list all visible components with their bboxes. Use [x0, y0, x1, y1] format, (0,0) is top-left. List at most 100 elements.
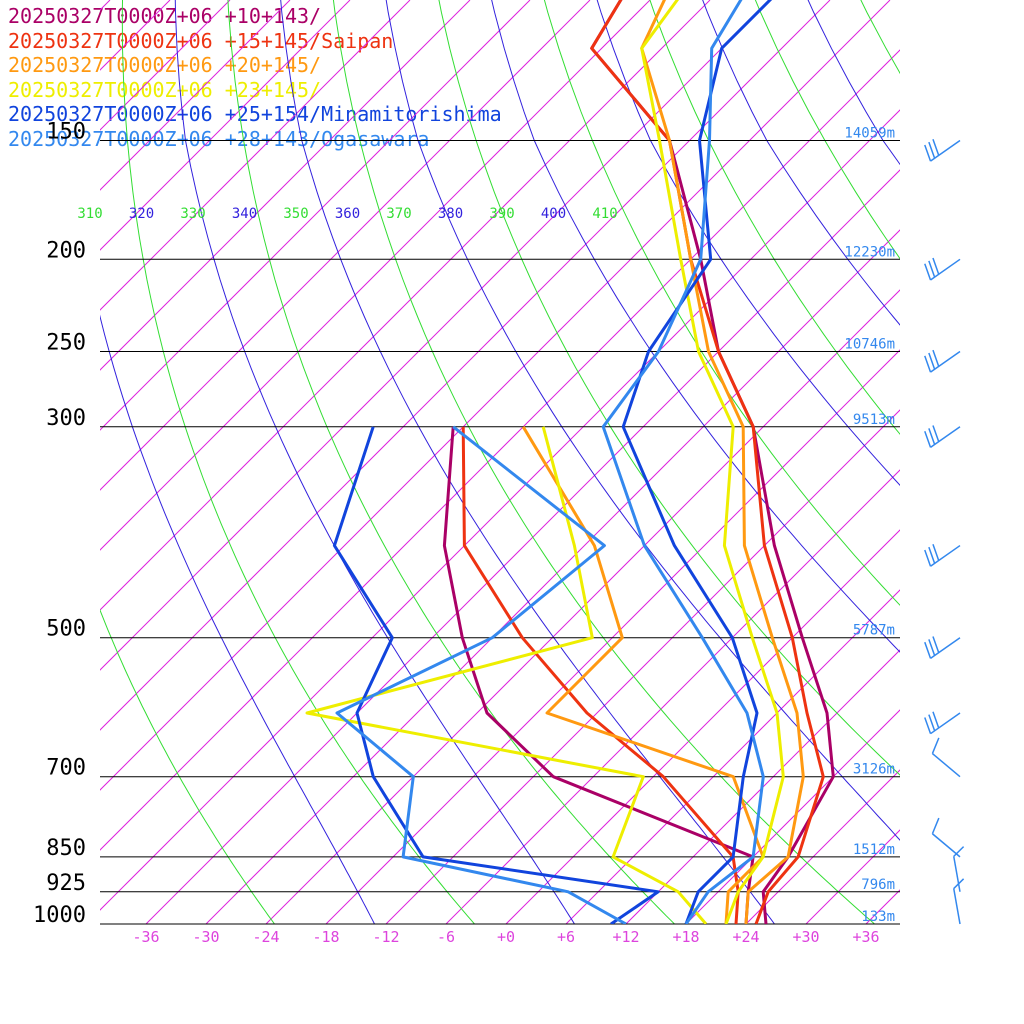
wind-barb	[953, 878, 965, 925]
dry-adiabat-line	[949, 0, 1024, 924]
legend-item: 20250327T0000Z+06 +10+143/	[8, 4, 322, 28]
wind-barb	[924, 711, 961, 735]
axis-labels: 10016481m15014059m20012230m25010746m3009…	[33, 119, 895, 946]
height-label: 9513m	[853, 412, 895, 428]
dry-adiabat-line	[438, 0, 900, 776]
temperature-tick-label: -18	[312, 928, 339, 946]
isotherm-line	[986, 0, 1024, 924]
dewpoint-line	[305, 426, 708, 924]
isotherm-line	[100, 0, 411, 311]
moist-adiabat-line	[100, 314, 375, 924]
wind-barb-feather	[928, 714, 936, 732]
wind-barb-staff	[930, 712, 961, 735]
wind-barb-feather	[953, 878, 965, 890]
legend-item: 20250327T0000Z+06 +15+145/Saipan	[8, 28, 394, 53]
isotherm-line	[0, 0, 50, 924]
dewpoint-line	[332, 426, 660, 924]
temperature-tick-label: -6	[437, 928, 455, 946]
dewpoint-line	[461, 426, 740, 924]
wind-barb-feather	[953, 846, 965, 857]
isotherm-line	[265, 289, 900, 924]
legend-item: 20250327T0000Z+06 +28+143/Ogasawara	[8, 126, 430, 151]
wind-barb-feather	[928, 639, 936, 656]
wind-barb-feather	[928, 546, 936, 564]
wind-barb-staff	[930, 426, 961, 449]
wind-barbs	[924, 138, 965, 925]
wind-barb-feather	[924, 717, 932, 734]
isotherm-line	[100, 109, 900, 911]
isotherm-line	[145, 169, 900, 924]
temperature-tick-label: -24	[252, 928, 279, 946]
wind-barb-feather	[931, 817, 940, 835]
isotherm-line	[926, 0, 1024, 924]
moist-adiabat-line	[596, 0, 900, 486]
dewpoint-line	[442, 426, 755, 924]
isotherm-line	[100, 0, 531, 431]
isotherm-line	[100, 0, 351, 251]
temperature-line	[640, 0, 785, 924]
temperature-tick-label: +12	[612, 928, 639, 946]
legend: 20250327T0000Z+06 +10+143/ 20250327T0000…	[8, 4, 502, 152]
temperature-tick-label: +6	[557, 928, 575, 946]
wind-barb-feather	[924, 144, 932, 162]
height-label: 133m	[861, 909, 895, 925]
wind-barb	[924, 257, 961, 281]
wind-barb-staff	[930, 350, 961, 373]
isotherm-line	[205, 229, 900, 924]
dry-adiabat-line	[100, 608, 275, 924]
wind-barb	[924, 544, 961, 567]
dry-adiabat-line	[649, 0, 900, 435]
moist-adiabat-line	[904, 0, 1024, 924]
temperature-line	[640, 0, 805, 924]
temperature-tick-label: +18	[672, 928, 699, 946]
isotherm-line	[100, 0, 651, 551]
height-label: 14059m	[844, 125, 895, 141]
theta-label: 390	[489, 206, 514, 222]
pressure-label: 500	[46, 617, 86, 642]
moist-adiabat-line	[280, 0, 775, 924]
isotherm-line	[505, 529, 900, 924]
wind-barb	[931, 737, 961, 778]
isotherm-line	[100, 0, 591, 491]
isotherm-line	[565, 589, 900, 924]
wind-barb-staff	[930, 544, 961, 567]
height-label: 3126m	[853, 762, 895, 778]
pressure-label: 850	[46, 836, 86, 861]
theta-label: 380	[438, 206, 463, 222]
wind-barb-staff	[931, 752, 961, 778]
wind-barb-feather	[928, 141, 936, 159]
isotherm-line	[100, 0, 471, 371]
isotherm-line	[100, 0, 831, 731]
theta-label: 400	[541, 206, 566, 222]
wind-barb	[953, 846, 965, 892]
legend-item: 20250327T0000Z+06 +23+145/	[8, 77, 322, 102]
theta-label: 310	[77, 206, 102, 222]
temperature-line	[601, 0, 765, 924]
wind-barb-feather	[928, 260, 936, 278]
pressure-label: 1000	[33, 903, 86, 928]
temperature-line	[621, 0, 773, 924]
wind-barb	[924, 349, 961, 373]
theta-label: 410	[592, 206, 617, 222]
theta-label: 320	[129, 206, 154, 222]
pressure-label: 200	[46, 238, 86, 263]
isotherm-line	[805, 829, 900, 924]
theta-label: 350	[283, 206, 308, 222]
wind-barb-feather	[928, 428, 936, 445]
dewpoint-line	[521, 426, 765, 924]
dry-adiabat-line	[227, 0, 675, 924]
wind-barb-feather	[932, 257, 940, 275]
temperature-tick-label: -36	[132, 928, 159, 946]
height-label: 796m	[861, 877, 895, 893]
wind-barb-feather	[924, 549, 932, 567]
wind-barb-staff	[930, 258, 961, 281]
pressure-label: 700	[46, 756, 86, 781]
pressure-label: 300	[46, 406, 86, 431]
height-label: 10746m	[844, 336, 895, 352]
theta-label: 340	[232, 206, 257, 222]
wind-barb-feather	[924, 641, 932, 659]
wind-barb-feather	[928, 352, 936, 370]
wind-barb-staff	[953, 888, 961, 925]
height-label: 5787m	[853, 623, 895, 639]
